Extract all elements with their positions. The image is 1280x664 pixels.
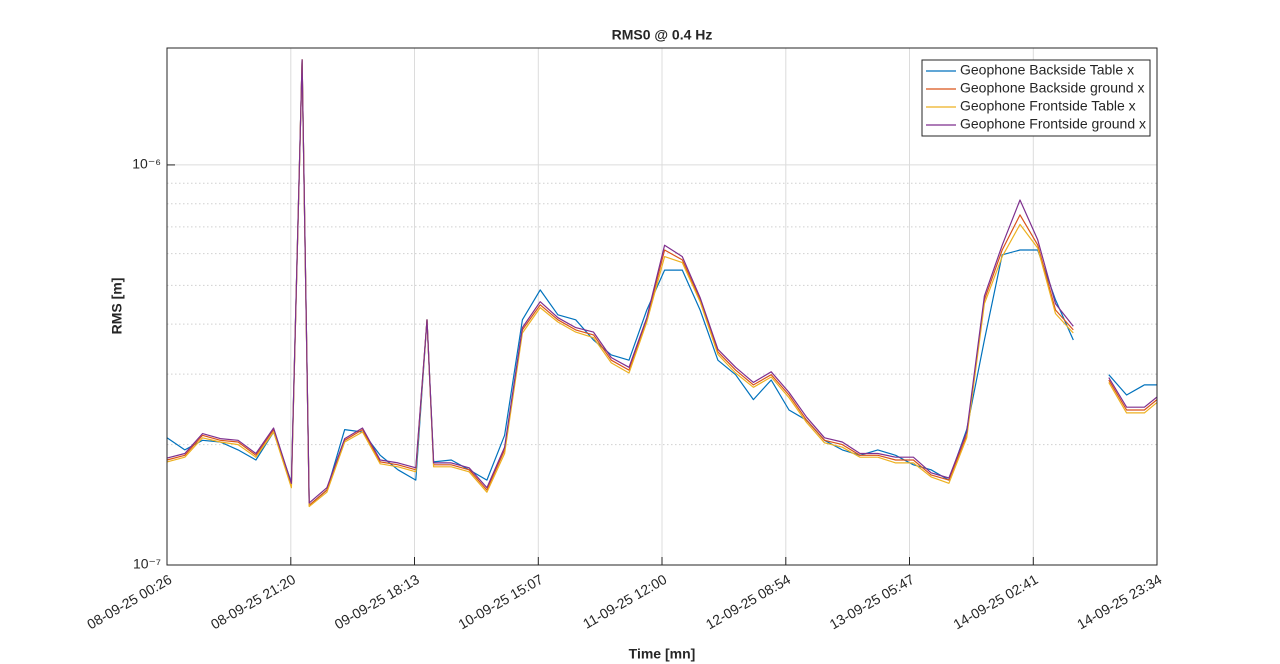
y-tick-label: 10⁻⁶ xyxy=(132,156,161,172)
legend-box xyxy=(921,59,1151,137)
y-tick-label: 10⁻⁷ xyxy=(133,556,161,572)
legend-label: Geophone Frontside Table x xyxy=(960,98,1136,114)
axes-box xyxy=(166,47,1158,566)
y-axis-label: RMS [m] xyxy=(109,278,125,335)
chart-title: RMS0 @ 0.4 Hz xyxy=(612,27,713,43)
x-axis-label: Time [mn] xyxy=(629,646,696,662)
legend-label: Geophone Frontside ground x xyxy=(960,116,1146,132)
legend: Geophone Backside Table x Geophone Backsi… xyxy=(921,59,1151,137)
legend-label: Geophone Backside ground x xyxy=(960,80,1144,96)
legend-label: Geophone Backside Table x xyxy=(960,62,1134,78)
series-line xyxy=(166,59,1158,504)
